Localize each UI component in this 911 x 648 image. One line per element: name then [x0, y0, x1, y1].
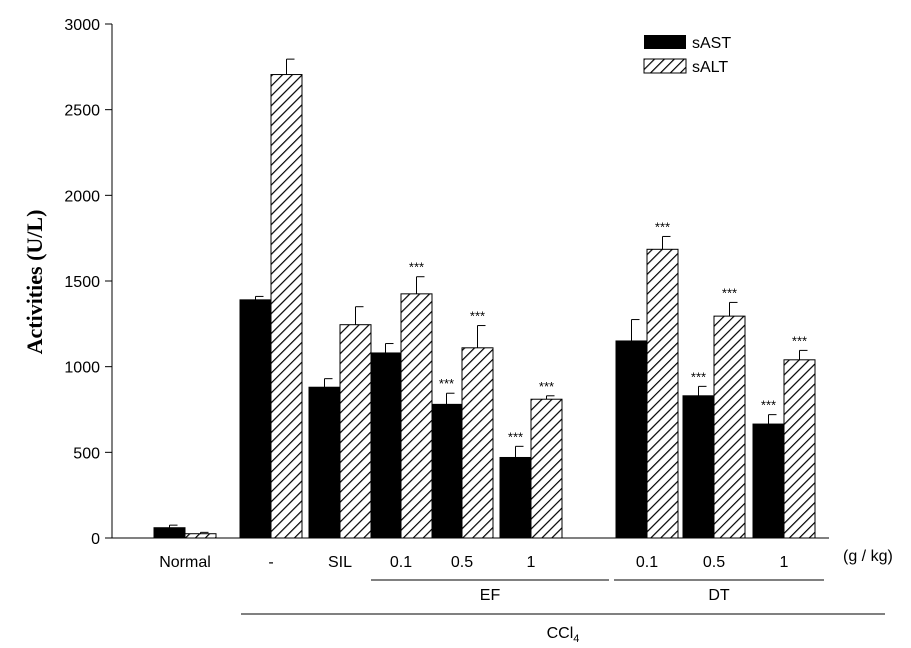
bar-salt-1 — [270, 74, 303, 539]
legend-label-sast: sAST — [692, 35, 731, 52]
x-tick-label-2: SIL — [328, 554, 352, 571]
legend: sAST sALT — [643, 35, 731, 76]
x-tick-label-8: 1 — [780, 554, 789, 571]
y-tick-label-0: 0 — [91, 531, 100, 548]
y-tick-label-2000: 2000 — [64, 188, 100, 205]
significance-salt-7: *** — [722, 285, 737, 300]
x-tick-label-1: - — [268, 554, 273, 571]
significance-salt-8: *** — [792, 333, 807, 348]
significance-sast-7: *** — [691, 369, 706, 384]
group-label-dt: DT — [708, 587, 730, 604]
group-label-ef: EF — [480, 587, 501, 604]
group-ccl4: CCl4 — [241, 613, 885, 645]
bar-salt-4 — [461, 347, 494, 539]
legend-swatch-sast — [644, 35, 686, 49]
x-tick-label-7: 0.5 — [703, 554, 725, 571]
significance-sast-8: *** — [761, 398, 776, 413]
y-tick-label-3000: 3000 — [64, 17, 100, 34]
significance-salt-5: *** — [539, 379, 554, 394]
bar-salt-8 — [783, 359, 816, 539]
bar-sast-6 — [615, 340, 648, 539]
y-tick-label-1000: 1000 — [64, 360, 100, 377]
y-tick-label-2500: 2500 — [64, 103, 100, 120]
bar-salt-6 — [646, 248, 679, 539]
bars: *** *** *** *** *** *** *** *** *** *** — [153, 58, 816, 539]
bar-sast-7 — [682, 395, 715, 539]
significance-salt-3: *** — [409, 260, 424, 275]
bar-sast-1 — [239, 299, 272, 539]
bar-salt-3 — [400, 293, 433, 539]
bar-salt-2 — [339, 324, 372, 539]
y-axis-label: Activities (U/L) — [22, 210, 47, 355]
ccl4-main: CCl — [547, 625, 574, 642]
group-label-ccl4: CCl4 — [547, 625, 580, 645]
legend-label-salt: sALT — [692, 59, 728, 76]
significance-sast-5: *** — [508, 429, 523, 444]
group-dt: DT — [614, 579, 824, 604]
x-tick-label-5: 1 — [527, 554, 536, 571]
significance-salt-4: *** — [470, 309, 485, 324]
x-tick-label-6: 0.1 — [636, 554, 658, 571]
bar-salt-0 — [184, 533, 217, 539]
x-tick-label-3: 0.1 — [390, 554, 412, 571]
significance-sast-4: *** — [439, 376, 454, 391]
group-ef: EF — [371, 579, 609, 604]
x-tick-label-0: Normal — [159, 554, 211, 571]
bar-sast-3 — [369, 352, 402, 539]
significance-salt-6: *** — [655, 219, 670, 234]
y-tick-label-1500: 1500 — [64, 274, 100, 291]
bar-sast-4 — [430, 403, 463, 539]
bar-sast-5 — [499, 456, 532, 539]
x-tick-labels: Normal - SIL 0.1 0.5 1 0.1 0.5 1 — [159, 554, 788, 571]
bar-sast-8 — [752, 423, 785, 539]
axes: 0 500 1000 1500 2000 2500 3000 — [64, 17, 829, 548]
x-unit-label: (g / kg) — [843, 548, 893, 565]
x-tick-label-4: 0.5 — [451, 554, 473, 571]
ccl4-subscript: 4 — [573, 633, 579, 645]
bar-salt-7 — [713, 315, 746, 539]
bar-salt-5 — [530, 398, 563, 539]
bar-sast-2 — [308, 386, 341, 539]
bar-sast-0 — [153, 527, 186, 539]
y-tick-label-500: 500 — [73, 445, 100, 462]
legend-swatch-salt — [643, 58, 687, 74]
